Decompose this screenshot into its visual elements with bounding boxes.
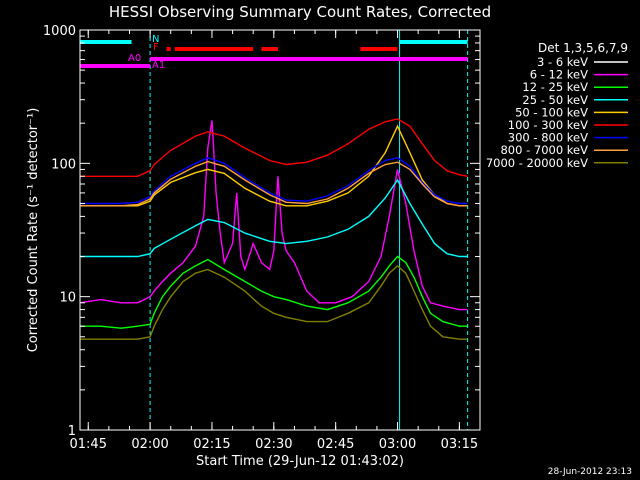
series-line-5 [80,118,468,178]
y-tick-label-0: 1 [68,424,76,439]
annotation-label-a0: A0 [128,53,141,64]
x-tick-label-5: 03:00 [379,437,416,452]
x-tick-label-0: 01:45 [70,437,107,452]
plot-frame [79,29,481,431]
axes: 01:45 02:00 02:15 02:30 02:45 03:00 03:15 1 10 10… [43,24,480,452]
x-tick-label-2: 02:15 [193,437,230,452]
x-tick-label-6: 03:15 [441,437,478,452]
annotation-label-a1: A1 [152,60,165,71]
legend-label-1: 6 - 12 keV [530,68,588,82]
chart-title: HESSI Observing Summary Count Rates, Cor… [109,3,491,21]
series-line-1 [79,120,468,311]
legend-label-0: 3 - 6 keV [537,55,588,69]
series-line-4 [80,124,468,207]
annotation-label-f: F [153,42,159,53]
x-tick-label-3: 02:30 [255,437,292,452]
series-line-0 [79,167,468,421]
y-axis-label: Corrected Count Rate (s⁻¹ detector⁻¹) [26,108,41,353]
y-tick-label-1: 10 [59,291,76,306]
y-tick-label-3: 1000 [43,24,76,39]
y-tick-label-2: 100 [51,157,76,172]
legend-label-4: 50 - 100 keV [515,105,588,119]
plot-area: NF A0 A1 [79,30,469,430]
x-tick-label-1: 02:00 [131,437,168,452]
legend-title: Det 1,3,5,6,7,9 [538,41,628,55]
annotation-label-n: N [152,34,159,45]
legend-label-2: 12 - 25 keV [522,80,588,94]
timestamp: 28-Jun-2012 23:13 [548,467,632,477]
series-line-6 [80,157,468,205]
legend-label-8: 7000 - 20000 keV [486,156,588,170]
legend-label-3: 25 - 50 keV [522,93,588,107]
legend-label-5: 100 - 300 keV [508,118,588,132]
x-tick-label-4: 02:45 [317,437,354,452]
series-line-2 [80,255,468,329]
x-axis-label: Start Time (29-Jun-12 01:43:02) [196,454,404,469]
legend-label-6: 300 - 800 keV [508,131,588,145]
series-line-3 [80,178,468,258]
series-line-8 [80,264,468,340]
series-line-7 [80,160,468,207]
legend-label-7: 800 - 7000 keV [500,143,588,157]
